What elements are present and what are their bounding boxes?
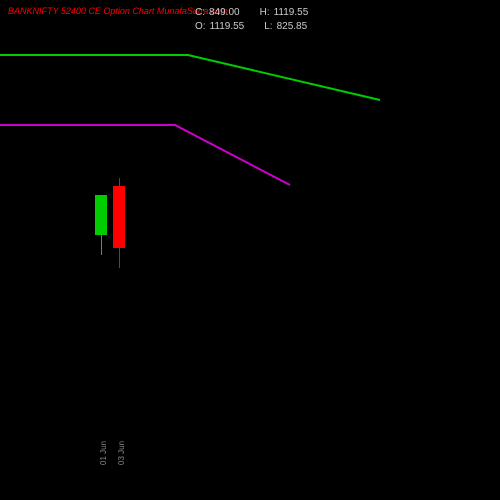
chart-canvas [0,0,500,500]
candle-body [113,186,125,248]
indicator-line [0,125,290,185]
x-axis-tick: 01 Jun [99,441,108,465]
candle-body [95,195,107,235]
indicator-line [0,55,380,100]
x-axis-tick: 03 Jun [117,441,126,465]
